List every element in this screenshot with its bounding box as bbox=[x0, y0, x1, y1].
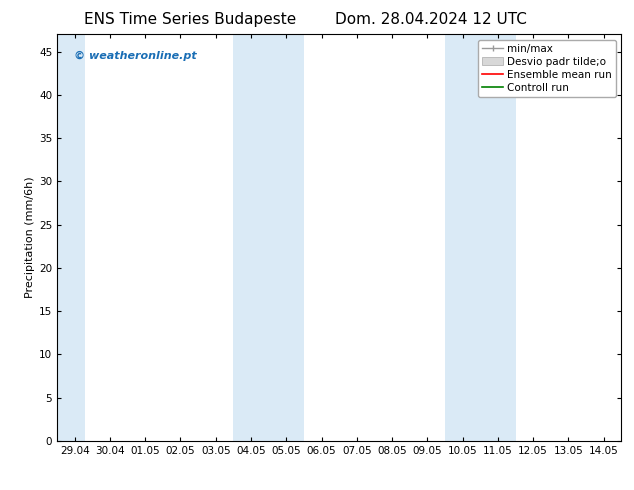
Y-axis label: Precipitation (mm/6h): Precipitation (mm/6h) bbox=[25, 177, 35, 298]
Text: ENS Time Series Budapeste: ENS Time Series Budapeste bbox=[84, 12, 296, 27]
Bar bbox=[445, 34, 515, 441]
Bar bbox=[233, 34, 304, 441]
Text: Dom. 28.04.2024 12 UTC: Dom. 28.04.2024 12 UTC bbox=[335, 12, 527, 27]
Legend: min/max, Desvio padr tilde;o, Ensemble mean run, Controll run: min/max, Desvio padr tilde;o, Ensemble m… bbox=[478, 40, 616, 97]
Text: © weatheronline.pt: © weatheronline.pt bbox=[74, 50, 197, 61]
Bar bbox=[57, 34, 85, 441]
